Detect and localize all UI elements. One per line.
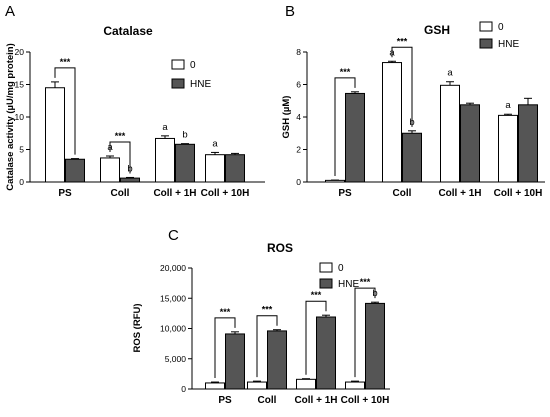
significance-bracket (305, 300, 327, 375)
bar-hne (225, 154, 245, 183)
significance-bracket (256, 315, 278, 378)
y-tick-label: 10 (15, 112, 25, 122)
significance-label: *** (262, 305, 273, 315)
legend-swatch (171, 78, 185, 89)
y-axis-label: ROS (RFU) (132, 303, 143, 352)
annotation-label: a (212, 138, 218, 149)
bar-control (345, 381, 365, 390)
significance-bracket (109, 141, 131, 174)
significance-bracket (214, 317, 236, 379)
panel-c: C ROS 0 5,000 10,000 15,000 20,000 ROS (RFU) PS C… (132, 227, 390, 406)
legend-entry: HNE (338, 279, 359, 290)
x-category-label: PS (218, 395, 232, 406)
significance-label: *** (220, 307, 231, 317)
significance-label: *** (60, 57, 71, 67)
y-axis-label: GSH (µM) (281, 96, 292, 139)
annotation-label: a (162, 122, 168, 133)
significance-label: *** (311, 290, 322, 300)
legend-swatch (319, 262, 333, 273)
significance-bracket (334, 77, 356, 177)
x-category-label: Coll + 1H (153, 188, 196, 199)
legend-swatch (171, 59, 185, 70)
x-category-label: Coll + 10H (494, 188, 543, 199)
significance-bracket (54, 67, 76, 155)
panel-letter: C (168, 227, 179, 244)
chart-title: ROS (267, 241, 293, 255)
legend-entry: 0 (338, 263, 344, 274)
y-tick-label: 0 (19, 177, 24, 187)
bar-control (205, 382, 225, 390)
y-tick-label: 10,000 (160, 324, 186, 334)
bar-control (498, 114, 518, 183)
bar-control (45, 87, 65, 183)
x-category-label: Coll + 10H (201, 188, 250, 199)
legend-swatch (319, 278, 333, 289)
legend-entry: HNE (190, 79, 211, 90)
bar-hne (518, 104, 538, 183)
x-category-label: Coll (393, 188, 412, 199)
significance-bracket (391, 46, 413, 127)
bar-hne (460, 104, 480, 183)
x-category-label: Coll + 10H (341, 395, 390, 406)
legend-swatch (479, 21, 493, 32)
y-tick-label: 8 (296, 47, 301, 57)
legend-entry: 0 (498, 22, 504, 33)
x-category-label: Coll (258, 395, 277, 406)
y-tick-label: 20 (15, 47, 25, 57)
legend-entry: 0 (190, 60, 196, 71)
y-tick-label: 15 (15, 80, 25, 90)
bar-control (100, 157, 120, 183)
bar-hne (365, 302, 385, 390)
bar-control (247, 381, 267, 390)
significance-label: *** (360, 277, 371, 287)
y-axis-label: Catalase activity (µU/mg protein) (5, 43, 16, 190)
x-category-label: Coll + 1H (438, 188, 481, 199)
y-tick-label: 4 (296, 112, 301, 122)
significance-label: *** (397, 36, 408, 46)
legend-entry: HNE (498, 39, 519, 50)
bar-hne (120, 177, 140, 183)
bar-control (296, 378, 316, 390)
y-tick-label: 2 (296, 145, 301, 155)
chart-title: GSH (424, 23, 450, 37)
bar-control (155, 137, 175, 183)
bar-hne (175, 143, 195, 183)
bar-control (382, 62, 402, 183)
bar-hne (345, 92, 365, 183)
y-tick-label: 5,000 (165, 354, 187, 364)
significance-label: *** (340, 67, 351, 77)
bar-hne (267, 330, 287, 390)
y-tick-label: 0 (296, 177, 301, 187)
annotation-label: b (182, 130, 187, 141)
legend-swatch (479, 38, 493, 49)
x-category-label: PS (338, 188, 352, 199)
y-tick-label: 5 (19, 145, 24, 155)
bar-hne (225, 333, 245, 390)
panel-letter: A (5, 3, 15, 20)
significance-label: *** (115, 131, 126, 141)
x-category-label: Coll + 1H (294, 395, 337, 406)
bar-hne (402, 132, 422, 183)
significance-bracket (354, 287, 376, 378)
x-category-label: Coll (111, 188, 130, 199)
chart-title: Catalase (103, 24, 153, 38)
annotation-label: a (447, 68, 453, 79)
annotation-label: a (505, 100, 511, 111)
panel-letter: B (285, 3, 295, 20)
bar-control (440, 84, 460, 183)
x-category-label: PS (58, 188, 72, 199)
bar-hne (316, 316, 336, 390)
bar-hne (65, 158, 85, 183)
y-tick-label: 0 (181, 384, 186, 394)
y-tick-label: 20,000 (160, 263, 186, 273)
y-tick-label: 6 (296, 80, 301, 90)
bar-control (325, 179, 345, 183)
bar-control (205, 154, 225, 183)
panel-b: B GSH 0 2 4 6 8 GSH (µM) PS Coll Coll + 1H Coll + 1… (281, 3, 545, 199)
y-tick-label: 15,000 (160, 293, 186, 303)
